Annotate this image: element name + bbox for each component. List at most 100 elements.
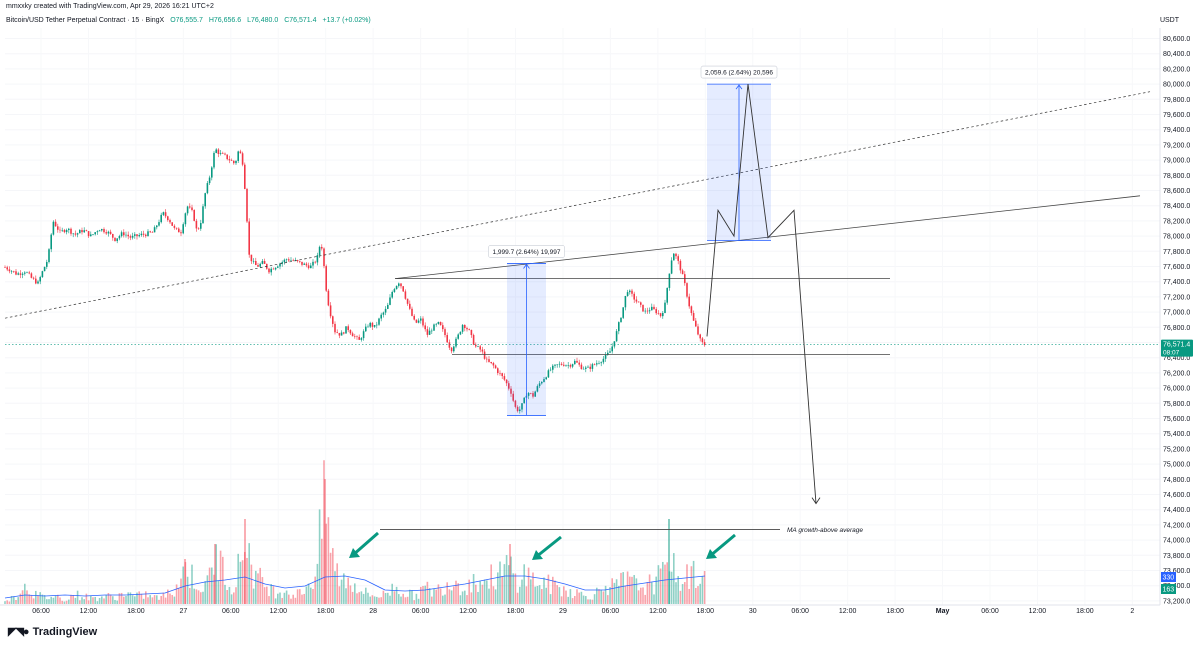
volume-bar [347, 577, 349, 604]
volume-bar [39, 592, 41, 604]
price-tick-label: 75,400.0 [1163, 431, 1190, 438]
volume-bar [147, 597, 149, 604]
candle-body [123, 232, 125, 236]
volume-bar [576, 589, 578, 604]
volume-bar [675, 582, 677, 604]
volume-bar [532, 572, 534, 604]
candle-body [237, 151, 239, 161]
candle-body [653, 306, 655, 310]
price-tick-label: 78,200.0 [1163, 218, 1190, 225]
candle-body [424, 325, 426, 330]
candle-body [615, 331, 618, 342]
candle-body [552, 365, 554, 370]
candle-body [362, 331, 365, 339]
volume-bar [307, 583, 310, 604]
volume-bar [197, 590, 200, 604]
candle-body [325, 266, 327, 291]
volume-bar [202, 591, 204, 604]
candle-body [28, 272, 30, 274]
volume-bar [105, 594, 107, 604]
tradingview-logo[interactable]: ◤◥● TradingView [8, 625, 97, 639]
candle-body [466, 328, 468, 330]
volume-bar [648, 574, 651, 604]
drawings[interactable]: 1,999.7 (2.64%) 19,997 2,059.6 (2.64%) 20… [4, 65, 1160, 560]
volume-bar [688, 588, 690, 604]
candle-body [609, 351, 611, 353]
volume-bar [486, 580, 488, 604]
volume-bar [109, 594, 112, 604]
candle-body [589, 366, 591, 369]
price-tick-label: 79,800.0 [1163, 97, 1190, 104]
measure-2-label-box [700, 65, 778, 79]
candle-body [52, 221, 55, 235]
volume-bar [208, 567, 211, 604]
symbol-name[interactable]: Bitcoin/USD Tether Perpetual Contract · … [6, 17, 165, 24]
candle-body [129, 236, 132, 238]
price-axis[interactable]: 80,600.0 80,400.0 80,200.0 80,000.0 79,800.0… [1159, 28, 1193, 605]
price-tick-label: 77,800.0 [1163, 249, 1190, 256]
price-tick-label: 74,200.0 [1163, 522, 1190, 529]
volume-bar [604, 585, 607, 604]
candle-body [415, 319, 418, 323]
volume-bar [145, 591, 147, 604]
candle-body [90, 234, 92, 237]
time-axis[interactable]: 06:00 12:00 18:00 27 06:00 12:00 18:00 28 06:00 1… [0, 604, 1160, 615]
candle-body [294, 260, 297, 261]
volume-bar [442, 595, 444, 604]
price-tick-label: 77,600.0 [1163, 264, 1190, 271]
volume-bar [431, 596, 433, 604]
volume-bar [387, 592, 389, 604]
volume-bar [679, 590, 682, 604]
candle-body [288, 259, 290, 261]
candle-body [426, 329, 429, 335]
candle-body [554, 364, 556, 366]
volume-bar [81, 597, 83, 604]
measure-1-label-box [488, 245, 565, 258]
candle-body [587, 366, 589, 368]
price-tick-label: 74,000.0 [1163, 538, 1190, 545]
volume-bar [321, 538, 323, 604]
volume-bar [422, 585, 424, 604]
volume-bar [195, 589, 198, 604]
volume-bar [301, 594, 303, 604]
price-tick-label: 80,200.0 [1163, 66, 1190, 73]
candle-body [105, 232, 107, 234]
volume-bar [384, 592, 387, 604]
time-tick-label: 18:00 [697, 608, 715, 615]
candle-body [582, 368, 585, 370]
currency-unit[interactable]: USDT [1159, 17, 1179, 24]
time-tick-label: 18:00 [886, 608, 904, 615]
candle-body [371, 322, 374, 327]
volume-bar [536, 585, 539, 604]
volume-bar [556, 585, 558, 604]
volume-bar [167, 589, 169, 604]
candle-body [252, 261, 255, 262]
price-tick-label: 75,200.0 [1163, 446, 1190, 453]
volume-bar [164, 597, 167, 604]
volume-bar [13, 596, 15, 604]
volume-bar [602, 591, 605, 604]
candle-body [200, 223, 202, 229]
candle-body [17, 273, 19, 275]
candle-body [611, 346, 613, 352]
candle-body [420, 318, 422, 321]
price-tick-label: 77,000.0 [1163, 310, 1190, 317]
candle-body [591, 364, 594, 369]
candle-body [690, 306, 693, 314]
volume-bar [624, 585, 627, 604]
candle-body [228, 159, 231, 161]
volume-bar [226, 590, 228, 604]
volume-bar [626, 571, 629, 604]
volume-bar [492, 586, 495, 604]
candle-body [457, 334, 459, 339]
volume-bar [483, 579, 486, 604]
candle-body [59, 229, 61, 231]
volume-bar [292, 594, 294, 604]
price-tick-label: 80,400.0 [1163, 51, 1190, 58]
candle-body [4, 267, 6, 268]
candle-body [604, 354, 607, 359]
volume-bar [41, 594, 44, 604]
time-tick-label: 12:00 [459, 608, 477, 615]
candle-body [211, 167, 213, 178]
